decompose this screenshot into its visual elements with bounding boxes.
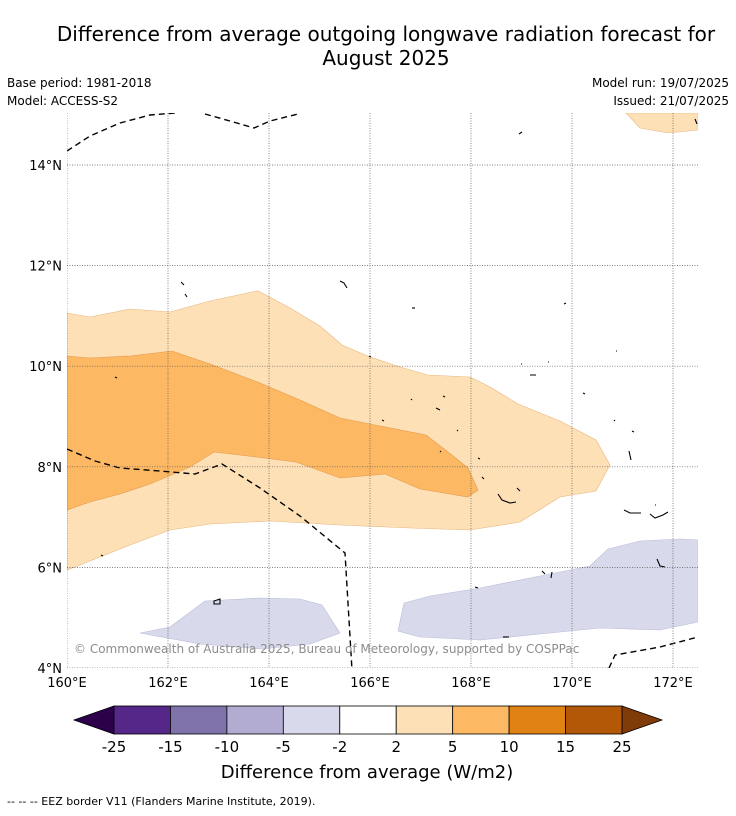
island-outline — [694, 118, 698, 125]
island-outline — [410, 395, 446, 411]
anomaly-region-2-to-5-north — [625, 113, 698, 134]
lon-label: 170°E — [552, 676, 592, 691]
island-outline — [439, 450, 485, 480]
island-outline — [541, 570, 553, 579]
island-outline — [656, 558, 666, 568]
colorbar-bin — [170, 705, 228, 735]
colorbar-tick-label: -5 — [276, 738, 291, 756]
anomaly-region-minus5-to-minus2-east — [397, 538, 698, 641]
eez-border-north — [67, 113, 299, 152]
map-plot-area — [67, 113, 698, 668]
anomaly-region-minus5-to-minus2-west — [139, 597, 341, 650]
colorbar-tick-label: -10 — [215, 738, 240, 756]
base-period: Base period: 1981-2018 — [7, 76, 152, 90]
lat-label: 4°N — [38, 662, 63, 677]
colorbar-tick-label: -25 — [102, 738, 127, 756]
colorbar-tick-label: 15 — [556, 738, 575, 756]
map-title-line2: August 2025 — [322, 46, 450, 70]
issued-date: Issued: 21/07/2025 — [613, 94, 729, 108]
map-title-line1: Difference from average outgoing longwav… — [56, 22, 716, 46]
colorbar-bin — [565, 705, 623, 735]
eez-borders — [67, 113, 698, 668]
lon-label: 160°E — [47, 676, 87, 691]
meta-right: Model run: 19/07/2025 Issued: 21/07/2025 — [592, 74, 729, 110]
lon-label: 166°E — [350, 676, 390, 691]
colorbar-bin — [226, 705, 284, 735]
copyright-notice: © Commonwealth of Australia 2025, Bureau… — [74, 642, 579, 656]
colorbar-tick-label: -15 — [158, 738, 183, 756]
colorbar-bin — [282, 705, 341, 735]
island-outline — [213, 598, 221, 605]
island-outline — [474, 586, 479, 589]
island-outline — [497, 487, 521, 504]
eez-border-southeast — [608, 636, 698, 668]
colorbar-tick-label: 10 — [500, 738, 519, 756]
colorbar-bin — [452, 705, 510, 735]
longitude-labels: 160°E 162°E 164°E 166°E 168°E 170°E 172°E — [47, 676, 693, 691]
island-outline — [114, 376, 118, 379]
model-name: Model: ACCESS-S2 — [7, 94, 119, 108]
island-outline — [613, 419, 635, 461]
model-run: Model run: 19/07/2025 — [591, 76, 729, 90]
colorbar-label: Difference from average (W/m2) — [221, 762, 513, 783]
lon-label: 172°E — [653, 676, 693, 691]
lon-label: 164°E — [249, 676, 289, 691]
colorbar-under-arrow — [72, 705, 115, 735]
island-outline — [521, 361, 549, 376]
lat-label: 6°N — [38, 561, 63, 576]
latitude-labels: 14°N 12°N 10°N 8°N 6°N 4°N — [29, 159, 62, 677]
colorbar-bin — [508, 705, 566, 735]
colorbar-over-arrow — [621, 705, 664, 735]
meta-left: Base period: 1981-2018 Model: ACCESS-S2 — [7, 74, 152, 110]
graticule — [67, 113, 698, 668]
lon-label: 168°E — [451, 676, 491, 691]
lat-label: 10°N — [29, 360, 62, 375]
island-outline — [180, 281, 188, 298]
colorbar-tick-label: 2 — [391, 738, 401, 756]
island-outline — [518, 131, 523, 135]
lon-label: 162°E — [148, 676, 188, 691]
colorbar-tick-label: -2 — [332, 738, 347, 756]
eez-footnote: -- -- -- EEZ border V11 (Flanders Marine… — [7, 795, 316, 808]
island-outline — [381, 419, 459, 432]
colorbar-tick-labels: -25 -15 -10 -5 -2 2 5 10 15 25 — [102, 738, 632, 756]
colorbar-bin — [113, 705, 171, 735]
colorbar — [72, 705, 664, 735]
colorbar-tick-label: 5 — [448, 738, 458, 756]
map-title: Difference from average outgoing longwav… — [18, 22, 736, 70]
lat-label: 12°N — [29, 260, 62, 275]
island-outline — [623, 509, 669, 519]
island-outline — [582, 392, 586, 395]
lat-label: 14°N — [29, 159, 62, 174]
eez-border-central — [67, 448, 353, 668]
island-outline — [563, 302, 567, 305]
lat-label: 8°N — [38, 461, 63, 476]
island-outline — [100, 554, 104, 557]
colorbar-bin — [395, 705, 454, 735]
anomaly-region-5-to-10 — [67, 350, 479, 511]
island-outline — [339, 280, 348, 289]
islands — [100, 118, 698, 638]
colorbar-bin — [339, 705, 397, 735]
colorbar-tick-label: 25 — [612, 738, 631, 756]
